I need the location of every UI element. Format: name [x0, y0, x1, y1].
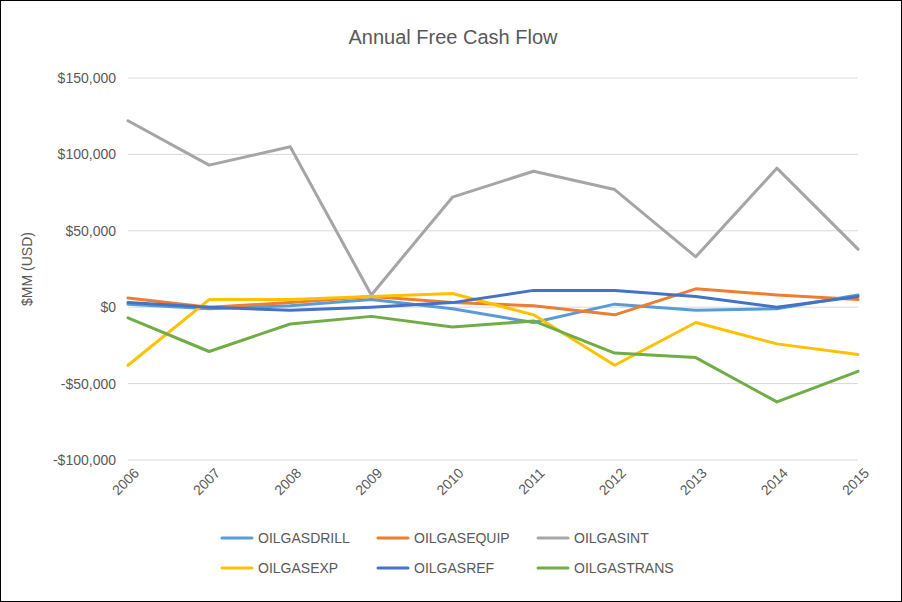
chart: Annual Free Cash Flow $MM (USD) -$100,000 -… [0, 0, 902, 602]
legend-label: OILGASEXP [258, 560, 338, 576]
legend-swatch [378, 567, 408, 570]
x-tick-label: 2010 [433, 465, 466, 498]
legend-swatch [538, 537, 568, 540]
series-line [128, 290, 858, 310]
legend-swatch [222, 567, 252, 570]
series-line [128, 121, 858, 295]
plot-area [128, 121, 858, 402]
x-tick-label: 2007 [190, 465, 223, 498]
y-axis-label: $MM (USD) [19, 232, 35, 306]
y-tick-label: $100,000 [58, 146, 117, 162]
y-tick-label: -$50,000 [61, 376, 116, 392]
legend-label: OILGASREF [414, 560, 494, 576]
legend-label: OILGASTRANS [574, 560, 674, 576]
chart-title: Annual Free Cash Flow [349, 26, 559, 48]
y-tick-label: $50,000 [65, 223, 116, 239]
legend-swatch [378, 537, 408, 540]
x-tick-label: 2015 [839, 465, 872, 498]
legend-label: OILGASEQUIP [414, 530, 510, 546]
grid-line [128, 230, 858, 231]
series-line [128, 289, 858, 315]
x-tick-label: 2014 [758, 465, 791, 498]
legend-label: OILGASINT [574, 530, 649, 546]
x-tick-label: 2011 [515, 465, 548, 498]
y-tick-label: -$100,000 [53, 452, 116, 468]
x-tick-label: 2012 [595, 465, 628, 498]
chart-border [1, 1, 902, 602]
x-tick-label: 2008 [271, 465, 304, 498]
y-tick-label: $150,000 [58, 70, 117, 86]
grid-line [128, 154, 858, 155]
legend-swatch [538, 567, 568, 570]
grid-line [128, 460, 858, 461]
grid-line [128, 383, 858, 384]
x-tick-label: 2006 [109, 465, 142, 498]
legend-swatch [222, 537, 252, 540]
legend-label: OILGASDRILL [258, 530, 350, 546]
series-line [128, 316, 858, 402]
x-tick-label: 2009 [352, 465, 385, 498]
grid-line [128, 78, 858, 79]
x-tick-label: 2013 [677, 465, 710, 498]
y-tick-label: $0 [100, 299, 116, 315]
